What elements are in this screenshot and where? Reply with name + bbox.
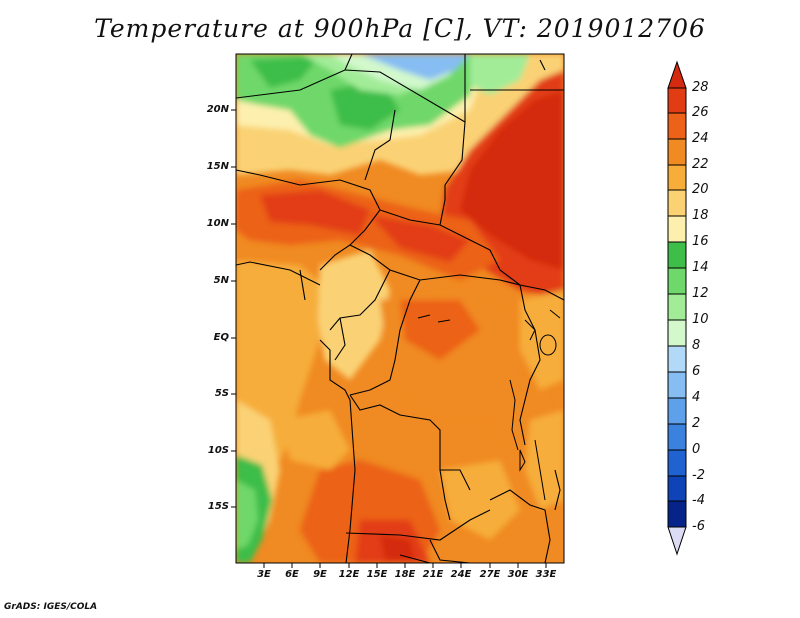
grads-credit: GrADS: IGES/COLA [4,602,98,612]
axis-ticks [231,109,547,568]
lake-outlines [417,309,561,501]
temperature-field [236,54,564,563]
lon-label-21e: 21E [422,569,444,580]
colorbar-swatch-24-26 [667,112,687,140]
lat-label-15n: 15N [206,161,229,172]
colorbar-label-14: 14 [692,260,709,275]
colorbar-swatch-above-28 [667,60,687,89]
lat-label-20n: 20N [206,104,229,115]
lon-label-27e: 27E [479,569,501,580]
colorbar-label-16: 16 [692,234,709,249]
colorbar-swatch-m4-m2 [667,475,687,502]
colorbar-swatch-16-18 [667,215,687,243]
colorbar-label-6: 6 [692,364,701,379]
colorbar-label-m4: -4 [692,493,705,508]
colorbar-label-28: 28 [692,80,709,95]
colorbar-swatch-m6-m4 [667,500,687,528]
colorbar-swatch-10-12 [667,293,687,321]
colorbar-label-0: 0 [692,442,701,457]
country-borders [236,54,564,563]
colorbar-swatch-26-28 [667,87,687,114]
colorbar-swatch-6-8 [667,345,687,373]
map-title: Temperature at 900hPa [C], VT: 201901270… [94,14,706,43]
lon-label-6e: 6E [285,569,299,580]
colorbar-label-4: 4 [692,390,701,405]
colorbar [667,60,687,556]
lon-label-9e: 9E [313,569,327,580]
colorbar-swatch-22-24 [667,138,687,166]
colorbar-label-m6: -6 [692,519,705,534]
colorbar-label-26: 26 [692,105,709,120]
colorbar-label-2: 2 [692,416,701,431]
lon-label-3e: 3E [257,569,271,580]
lon-label-18e: 18E [394,569,416,580]
colorbar-label-22: 22 [692,157,709,172]
lat-label-10n: 10N [206,218,229,229]
colorbar-label-18: 18 [692,208,709,223]
lat-label-10s: 10S [207,445,229,456]
lat-label-5n: 5N [213,275,229,286]
colorbar-label-20: 20 [692,182,709,197]
colorbar-swatch-2-4 [667,397,687,425]
lat-label-5s: 5S [214,388,229,399]
colorbar-swatch-below-m6 [667,526,687,556]
lon-label-15e: 15E [366,569,388,580]
colorbar-label-10: 10 [692,312,709,327]
lon-label-12e: 12E [338,569,360,580]
lon-label-24e: 24E [450,569,472,580]
lat-label-eq: EQ [213,332,229,343]
colorbar-label-m2: -2 [692,468,705,483]
colorbar-swatch-0-2 [667,423,687,451]
colorbar-swatch-4-6 [667,371,687,399]
colorbar-label-8: 8 [692,338,701,353]
map-frame [235,53,565,564]
colorbar-swatch-20-22 [667,164,687,191]
lon-label-33e: 33E [535,569,557,580]
lon-label-30e: 30E [507,569,529,580]
colorbar-swatch-8-10 [667,319,687,347]
colorbar-label-12: 12 [692,286,709,301]
colorbar-swatch-12-14 [667,267,687,295]
colorbar-swatch-18-20 [667,189,687,217]
colorbar-label-24: 24 [692,131,709,146]
lat-label-15s: 15S [207,501,229,512]
colorbar-swatch-14-16 [667,241,687,269]
colorbar-swatch-m2-0 [667,449,687,477]
